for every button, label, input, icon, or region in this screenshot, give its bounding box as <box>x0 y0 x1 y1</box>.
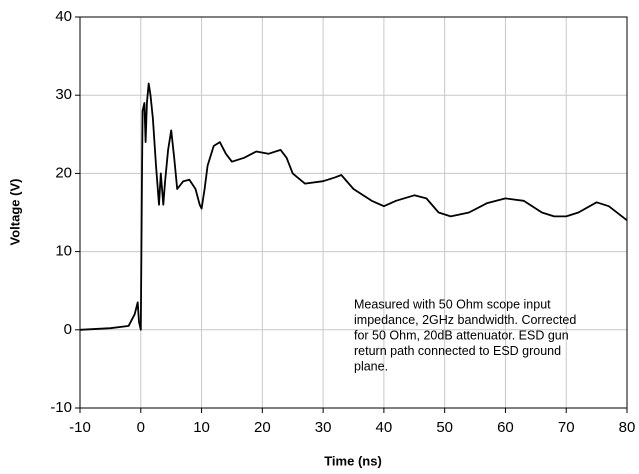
y-tick-label: 0 <box>64 321 72 338</box>
x-tick-label: 10 <box>193 419 210 436</box>
x-tick-label: 50 <box>436 419 453 436</box>
annotation: return path connected to ESD ground <box>354 344 561 358</box>
data-line <box>79 82 628 331</box>
x-tick-label: 70 <box>558 419 575 436</box>
y-tick-label: 40 <box>55 8 72 25</box>
x-tick-label: 60 <box>497 419 514 436</box>
x-tick-label: 0 <box>137 419 145 436</box>
x-axis-title: Time (ns) <box>324 453 382 468</box>
x-tick-label: 20 <box>254 419 271 436</box>
y-tick-label: 20 <box>55 164 72 181</box>
x-tick-label: -10 <box>69 419 91 436</box>
y-tick-label: 30 <box>55 86 72 103</box>
x-tick-label: 30 <box>315 419 332 436</box>
y-axis-title: Voltage (V) <box>7 179 22 246</box>
x-tick-label: 80 <box>619 419 636 436</box>
annotation: plane. <box>354 359 388 373</box>
y-tick-label: -10 <box>50 399 72 416</box>
x-tick-label: 40 <box>376 419 393 436</box>
annotation: Measured with 50 Ohm scope input <box>354 297 551 311</box>
plot-frame <box>79 16 628 409</box>
y-tick-label: 10 <box>55 243 72 260</box>
annotation: for 50 Ohm, 20dB attenuator. ESD gun <box>354 328 569 342</box>
annotation: impedance, 2GHz bandwidth. Corrected <box>354 313 576 327</box>
